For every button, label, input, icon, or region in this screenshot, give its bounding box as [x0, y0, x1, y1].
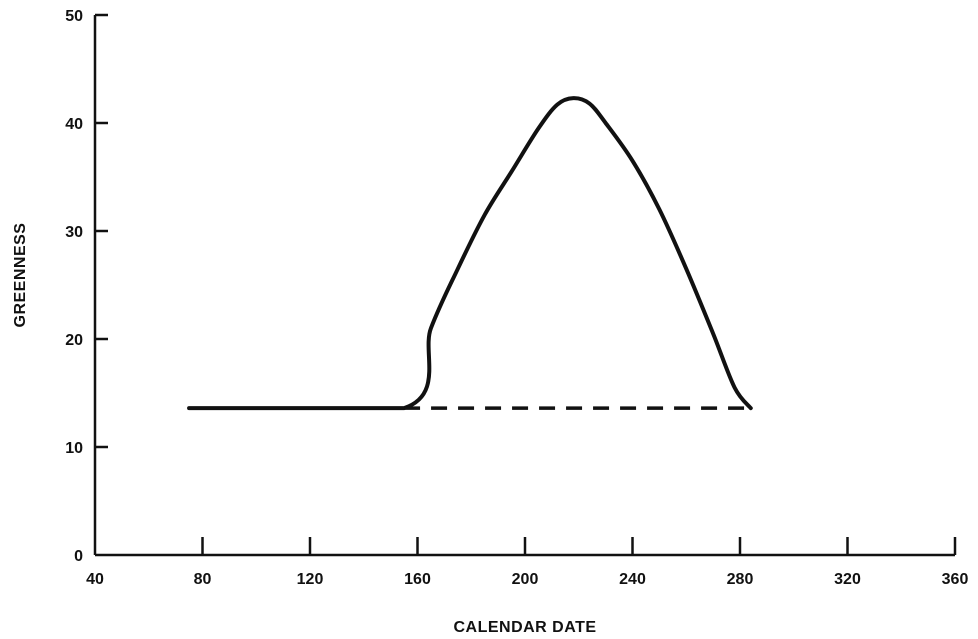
x-axis-title: CALENDAR DATE	[453, 619, 596, 636]
x-tick-label: 280	[727, 571, 754, 588]
series-layer	[187, 96, 753, 411]
y-tick-label: 50	[65, 8, 83, 25]
y-tick-label: 0	[74, 548, 83, 565]
y-axis-title: GREENNESS	[12, 223, 29, 328]
y-ticks: 0 10 20 30 40 50	[65, 8, 108, 565]
y-axis: 0 10 20 30 40 50 GREENNESS	[12, 8, 108, 565]
x-tick-label: 200	[512, 571, 539, 588]
greenness-curve	[187, 96, 753, 411]
x-tick-label: 40	[86, 571, 104, 588]
x-tick-label: 240	[619, 571, 646, 588]
x-tick-label: 80	[194, 571, 212, 588]
x-tick-label: 160	[404, 571, 431, 588]
x-axis: 40 80 120 160 200 240 280 320 360 CALENDAR DATE	[86, 537, 968, 636]
y-tick-label: 30	[65, 224, 83, 241]
y-tick-label: 20	[65, 332, 83, 349]
y-tick-label: 40	[65, 116, 83, 133]
x-tick-label: 120	[297, 571, 324, 588]
y-tick-label: 10	[65, 440, 83, 457]
x-tick-label: 360	[942, 571, 969, 588]
x-ticks: 40 80 120 160 200 240 280 320 360	[86, 537, 968, 588]
x-tick-label: 320	[834, 571, 861, 588]
